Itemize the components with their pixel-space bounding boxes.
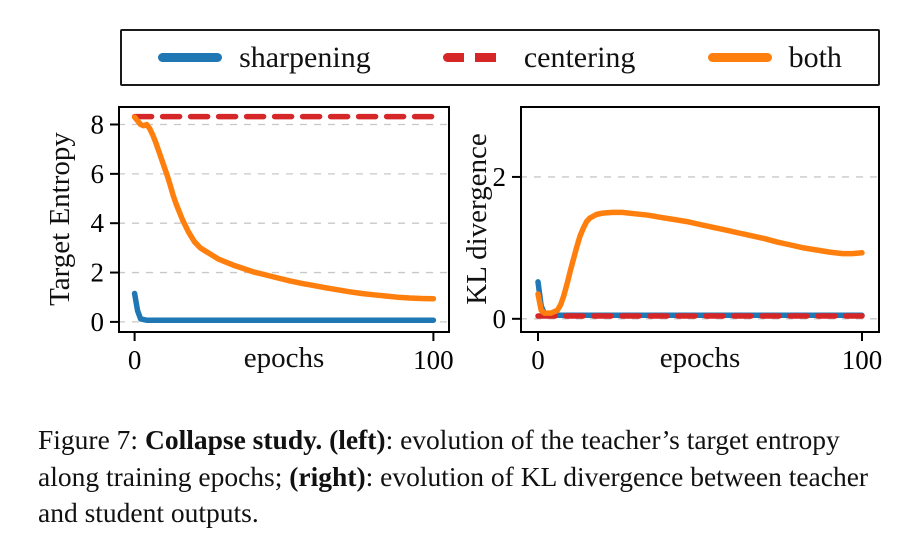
centering-dashed-line-icon [442,53,507,62]
svg-text:2: 2 [493,162,507,192]
svg-text:0: 0 [128,345,142,375]
caption-tail: : evolution of KL divergence between tea… [38,460,869,529]
svg-text:0: 0 [531,345,545,375]
svg-text:100: 100 [413,345,454,375]
sharpening-line-icon [158,53,223,62]
left-y-axis-label: Target Entropy [44,132,76,306]
legend-label-both: both [788,40,842,74]
left-x-axis-label: epochs [243,342,325,374]
right-y-axis-label: KL divergence [461,133,493,305]
svg-text:0: 0 [493,304,507,334]
target-entropy-chart: 0 2 4 6 8 0 100 [91,106,454,375]
svg-text:6: 6 [91,159,105,189]
svg-text:100: 100 [842,345,883,375]
legend-item-centering: centering [442,40,636,74]
svg-text:4: 4 [91,208,105,238]
legend-label-sharpening: sharpening [239,40,371,74]
legend-label-centering: centering [523,40,636,74]
svg-text:2: 2 [91,258,105,288]
caption-mid: : evolution of the teacher’s target entr… [38,424,840,492]
kl-divergence-chart: 0 2 0 100 [493,106,882,375]
right-x-axis-label: epochs [659,342,741,374]
legend-item-sharpening: sharpening [158,40,371,74]
svg-text:8: 8 [91,110,105,140]
figure-caption: Figure 7: Collapse study. (left): evolut… [38,422,892,532]
legend: sharpening centering both [120,29,880,86]
caption-bold-right: (right) [289,460,366,492]
caption-prefix: Figure 7: [38,424,145,455]
caption-bold-left: Collapse study. (left) [144,424,386,455]
both-line-icon [707,53,772,62]
legend-item-both: both [707,40,842,74]
svg-text:0: 0 [91,307,105,337]
